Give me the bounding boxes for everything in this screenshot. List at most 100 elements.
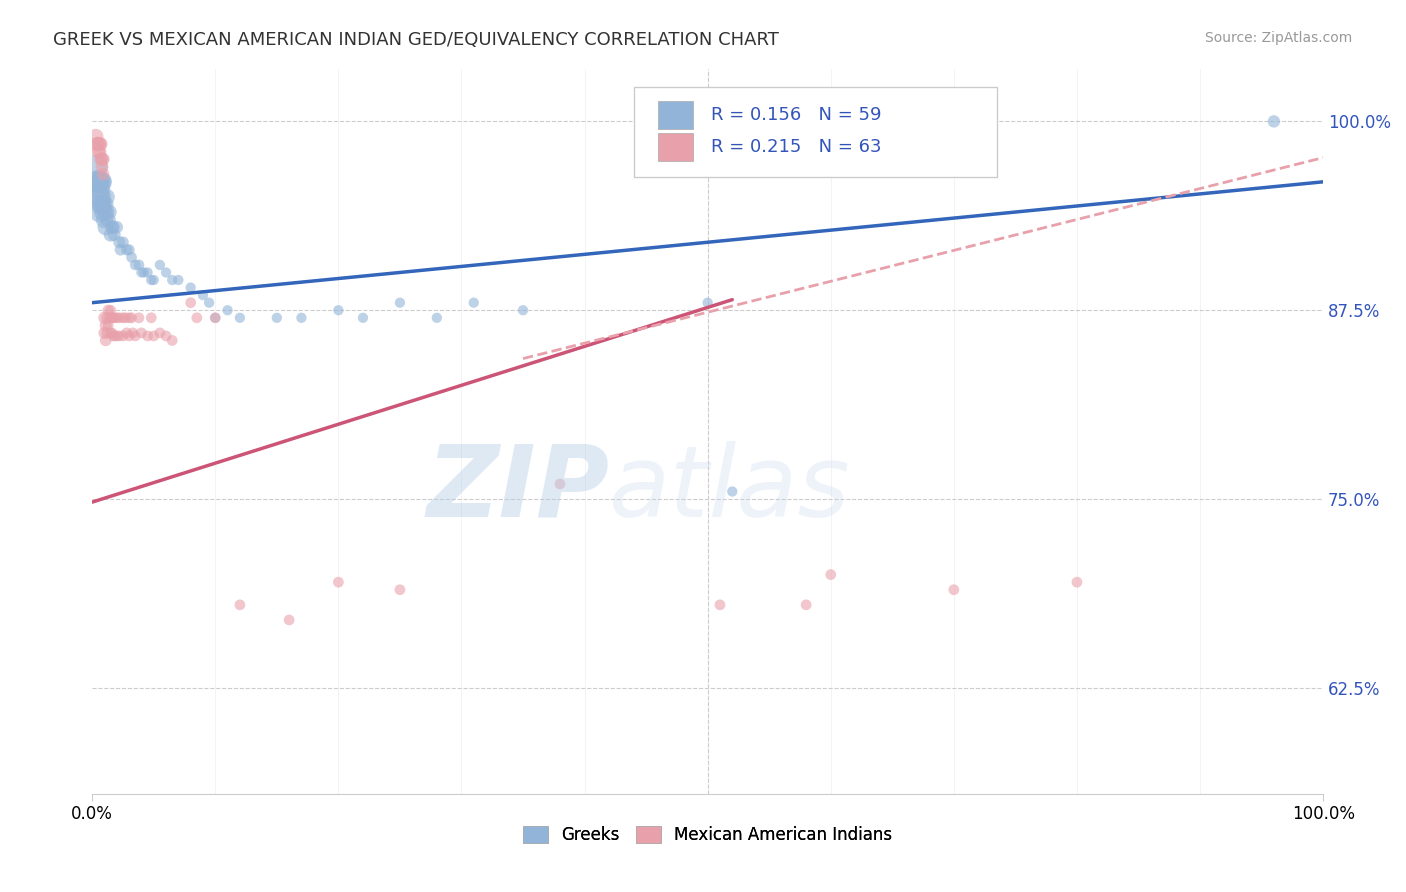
Point	[426, 310, 449, 325]
Point	[94, 334, 117, 348]
Point	[128, 310, 150, 325]
Point	[512, 303, 534, 318]
Point	[108, 329, 131, 343]
Point	[131, 265, 153, 279]
Point	[186, 310, 208, 325]
Point	[136, 265, 159, 279]
Point	[91, 175, 114, 189]
Point	[110, 243, 132, 257]
Point	[105, 310, 128, 325]
Point	[463, 295, 485, 310]
Point	[160, 273, 183, 287]
Point	[141, 310, 163, 325]
Point	[124, 329, 146, 343]
Point	[121, 326, 143, 340]
Point	[105, 329, 128, 343]
Bar	[658, 101, 693, 128]
Point	[155, 329, 177, 343]
Point	[180, 280, 202, 294]
Point	[709, 598, 731, 612]
Point	[96, 190, 118, 204]
Point	[87, 136, 110, 151]
Point	[128, 258, 150, 272]
Point	[86, 136, 108, 151]
Point	[111, 310, 134, 325]
Point	[101, 220, 124, 235]
Point	[141, 273, 163, 287]
Point	[118, 243, 141, 257]
Point	[328, 575, 350, 590]
Point	[91, 160, 114, 174]
Point	[328, 303, 350, 318]
Point	[91, 197, 114, 211]
Point	[124, 258, 146, 272]
Point	[115, 243, 138, 257]
Text: ZIP: ZIP	[426, 441, 609, 538]
Point	[352, 310, 374, 325]
Point	[91, 205, 114, 219]
Point	[90, 152, 112, 166]
Point	[548, 477, 571, 491]
Point	[721, 484, 744, 499]
Point	[96, 310, 118, 325]
Point	[97, 212, 120, 227]
Point	[87, 175, 110, 189]
Point	[91, 167, 114, 181]
Point	[278, 613, 301, 627]
Text: GREEK VS MEXICAN AMERICAN INDIAN GED/EQUIVALENCY CORRELATION CHART: GREEK VS MEXICAN AMERICAN INDIAN GED/EQU…	[53, 31, 779, 49]
Point	[98, 205, 121, 219]
Point	[89, 205, 111, 219]
Point	[91, 152, 114, 166]
Point	[108, 235, 131, 250]
Point	[103, 227, 125, 242]
Point	[115, 326, 138, 340]
Point	[160, 334, 183, 348]
Point	[142, 273, 165, 287]
Point	[942, 582, 965, 597]
Point	[100, 303, 122, 318]
Point	[101, 310, 124, 325]
Point	[204, 310, 226, 325]
Point	[1066, 575, 1088, 590]
Point	[820, 567, 842, 582]
Point	[94, 205, 117, 219]
Point	[91, 152, 114, 166]
Point	[98, 310, 121, 325]
Point	[89, 182, 111, 196]
Point	[101, 220, 124, 235]
Point	[388, 582, 411, 597]
Point	[136, 329, 159, 343]
Bar	[658, 133, 693, 161]
Point	[101, 329, 124, 343]
Point	[229, 598, 252, 612]
Point	[89, 145, 111, 159]
Point	[191, 288, 214, 302]
Point	[1263, 114, 1285, 128]
Point	[93, 197, 115, 211]
Point	[90, 175, 112, 189]
Point	[97, 318, 120, 333]
Point	[90, 190, 112, 204]
Point	[100, 227, 122, 242]
Point	[266, 310, 288, 325]
Point	[86, 175, 108, 189]
Point	[93, 326, 115, 340]
Point	[84, 160, 107, 174]
Point	[696, 295, 718, 310]
Point	[111, 235, 134, 250]
Point	[155, 265, 177, 279]
Point	[180, 295, 202, 310]
Text: R = 0.156   N = 59: R = 0.156 N = 59	[711, 106, 882, 124]
Point	[131, 326, 153, 340]
Text: atlas: atlas	[609, 441, 851, 538]
Point	[794, 598, 817, 612]
Point	[204, 310, 226, 325]
Point	[101, 326, 124, 340]
Point	[94, 318, 117, 333]
Point	[93, 310, 115, 325]
Point	[87, 190, 110, 204]
Point	[167, 273, 190, 287]
Point	[142, 329, 165, 343]
Point	[149, 326, 172, 340]
Point	[121, 310, 143, 325]
